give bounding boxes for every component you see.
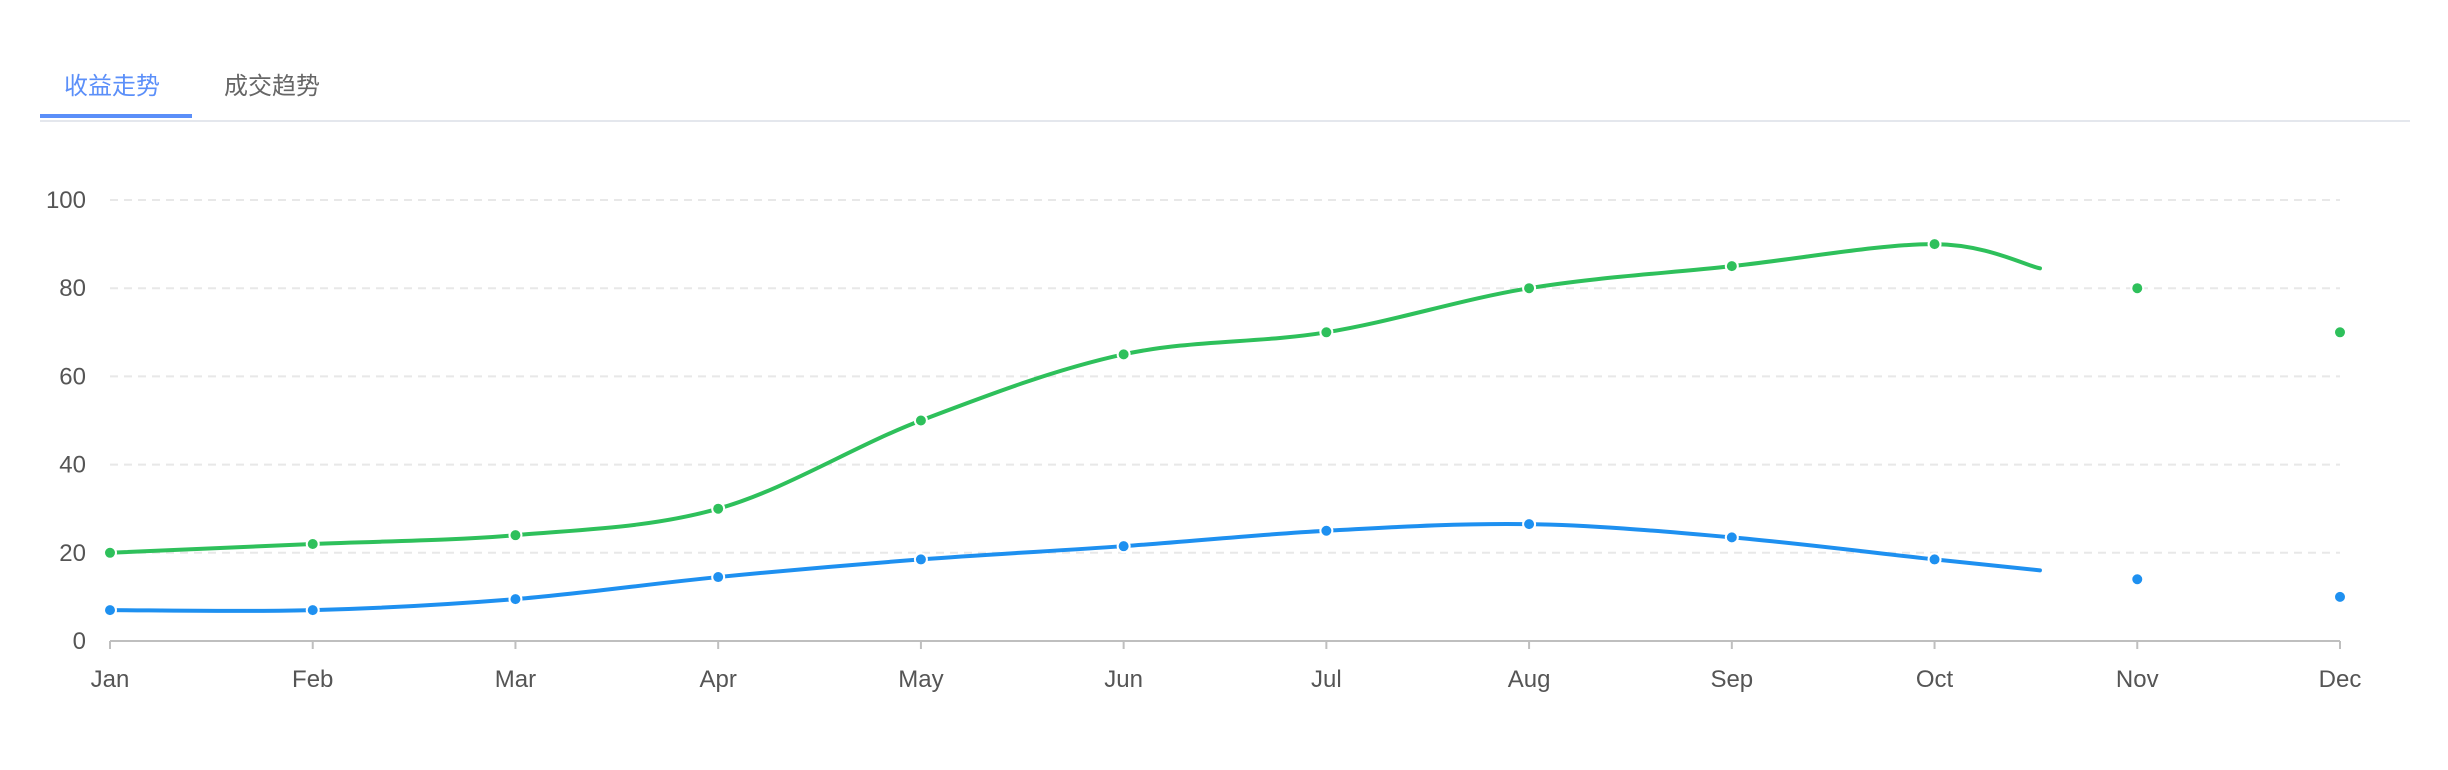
y-tick-label: 0 — [73, 628, 86, 655]
x-tick-label: Feb — [292, 666, 333, 693]
y-tick-label: 20 — [59, 540, 86, 567]
data-point — [913, 413, 928, 428]
data-point — [508, 528, 523, 543]
x-tick-label: Nov — [2116, 666, 2159, 693]
data-point — [305, 603, 320, 618]
data-point — [1724, 259, 1739, 274]
x-tick-label: Apr — [700, 666, 737, 693]
x-tick-label: Aug — [1508, 666, 1551, 693]
data-point — [1927, 552, 1942, 567]
data-point — [1116, 539, 1131, 554]
data-point — [1522, 281, 1537, 296]
series-line — [108, 242, 2042, 555]
tab-transaction-trend[interactable]: 成交趋势 — [224, 72, 320, 100]
series-layer — [108, 242, 2042, 613]
data-point — [2130, 572, 2145, 587]
data-point — [2130, 281, 2145, 296]
tab-earnings-trend[interactable]: 收益走势 — [64, 72, 160, 100]
axis-layer: 0 20 40 60 80 100 Jan Feb Mar Apr May Jun Jul Aug Sep O… — [46, 187, 2361, 693]
data-point — [1116, 347, 1131, 362]
grid-layer — [110, 199, 2340, 554]
data-point — [1522, 517, 1537, 532]
data-point — [1319, 523, 1334, 538]
data-point — [508, 592, 523, 607]
y-tick-label: 80 — [59, 275, 86, 302]
x-tick-label: Sep — [1710, 666, 1753, 693]
tab-bar: 收益走势 成交趋势 — [40, 0, 2410, 122]
x-tick-label: Mar — [495, 666, 536, 693]
data-point — [711, 570, 726, 585]
data-point — [1724, 530, 1739, 545]
x-tick-label: May — [898, 666, 943, 693]
y-tick-label: 60 — [59, 363, 86, 390]
active-tab-indicator — [40, 114, 192, 118]
x-tick-label: Jun — [1104, 666, 1143, 693]
y-tick-label: 40 — [59, 452, 86, 479]
x-tick-label: Oct — [1916, 666, 1954, 693]
data-point — [305, 536, 320, 551]
data-point — [103, 603, 117, 618]
y-tick-label: 100 — [46, 187, 86, 214]
x-tick-label: Jul — [1311, 666, 1342, 693]
data-point — [1927, 237, 1942, 252]
data-point — [1319, 325, 1334, 340]
series-line — [108, 521, 2042, 613]
data-point — [711, 501, 726, 516]
data-point — [103, 545, 117, 560]
data-point — [2333, 325, 2347, 340]
data-point — [913, 552, 928, 567]
data-point — [2333, 589, 2347, 604]
x-tick-label: Jan — [91, 666, 130, 693]
x-tick-label: Dec — [2319, 666, 2362, 693]
point-layer — [103, 237, 2347, 618]
